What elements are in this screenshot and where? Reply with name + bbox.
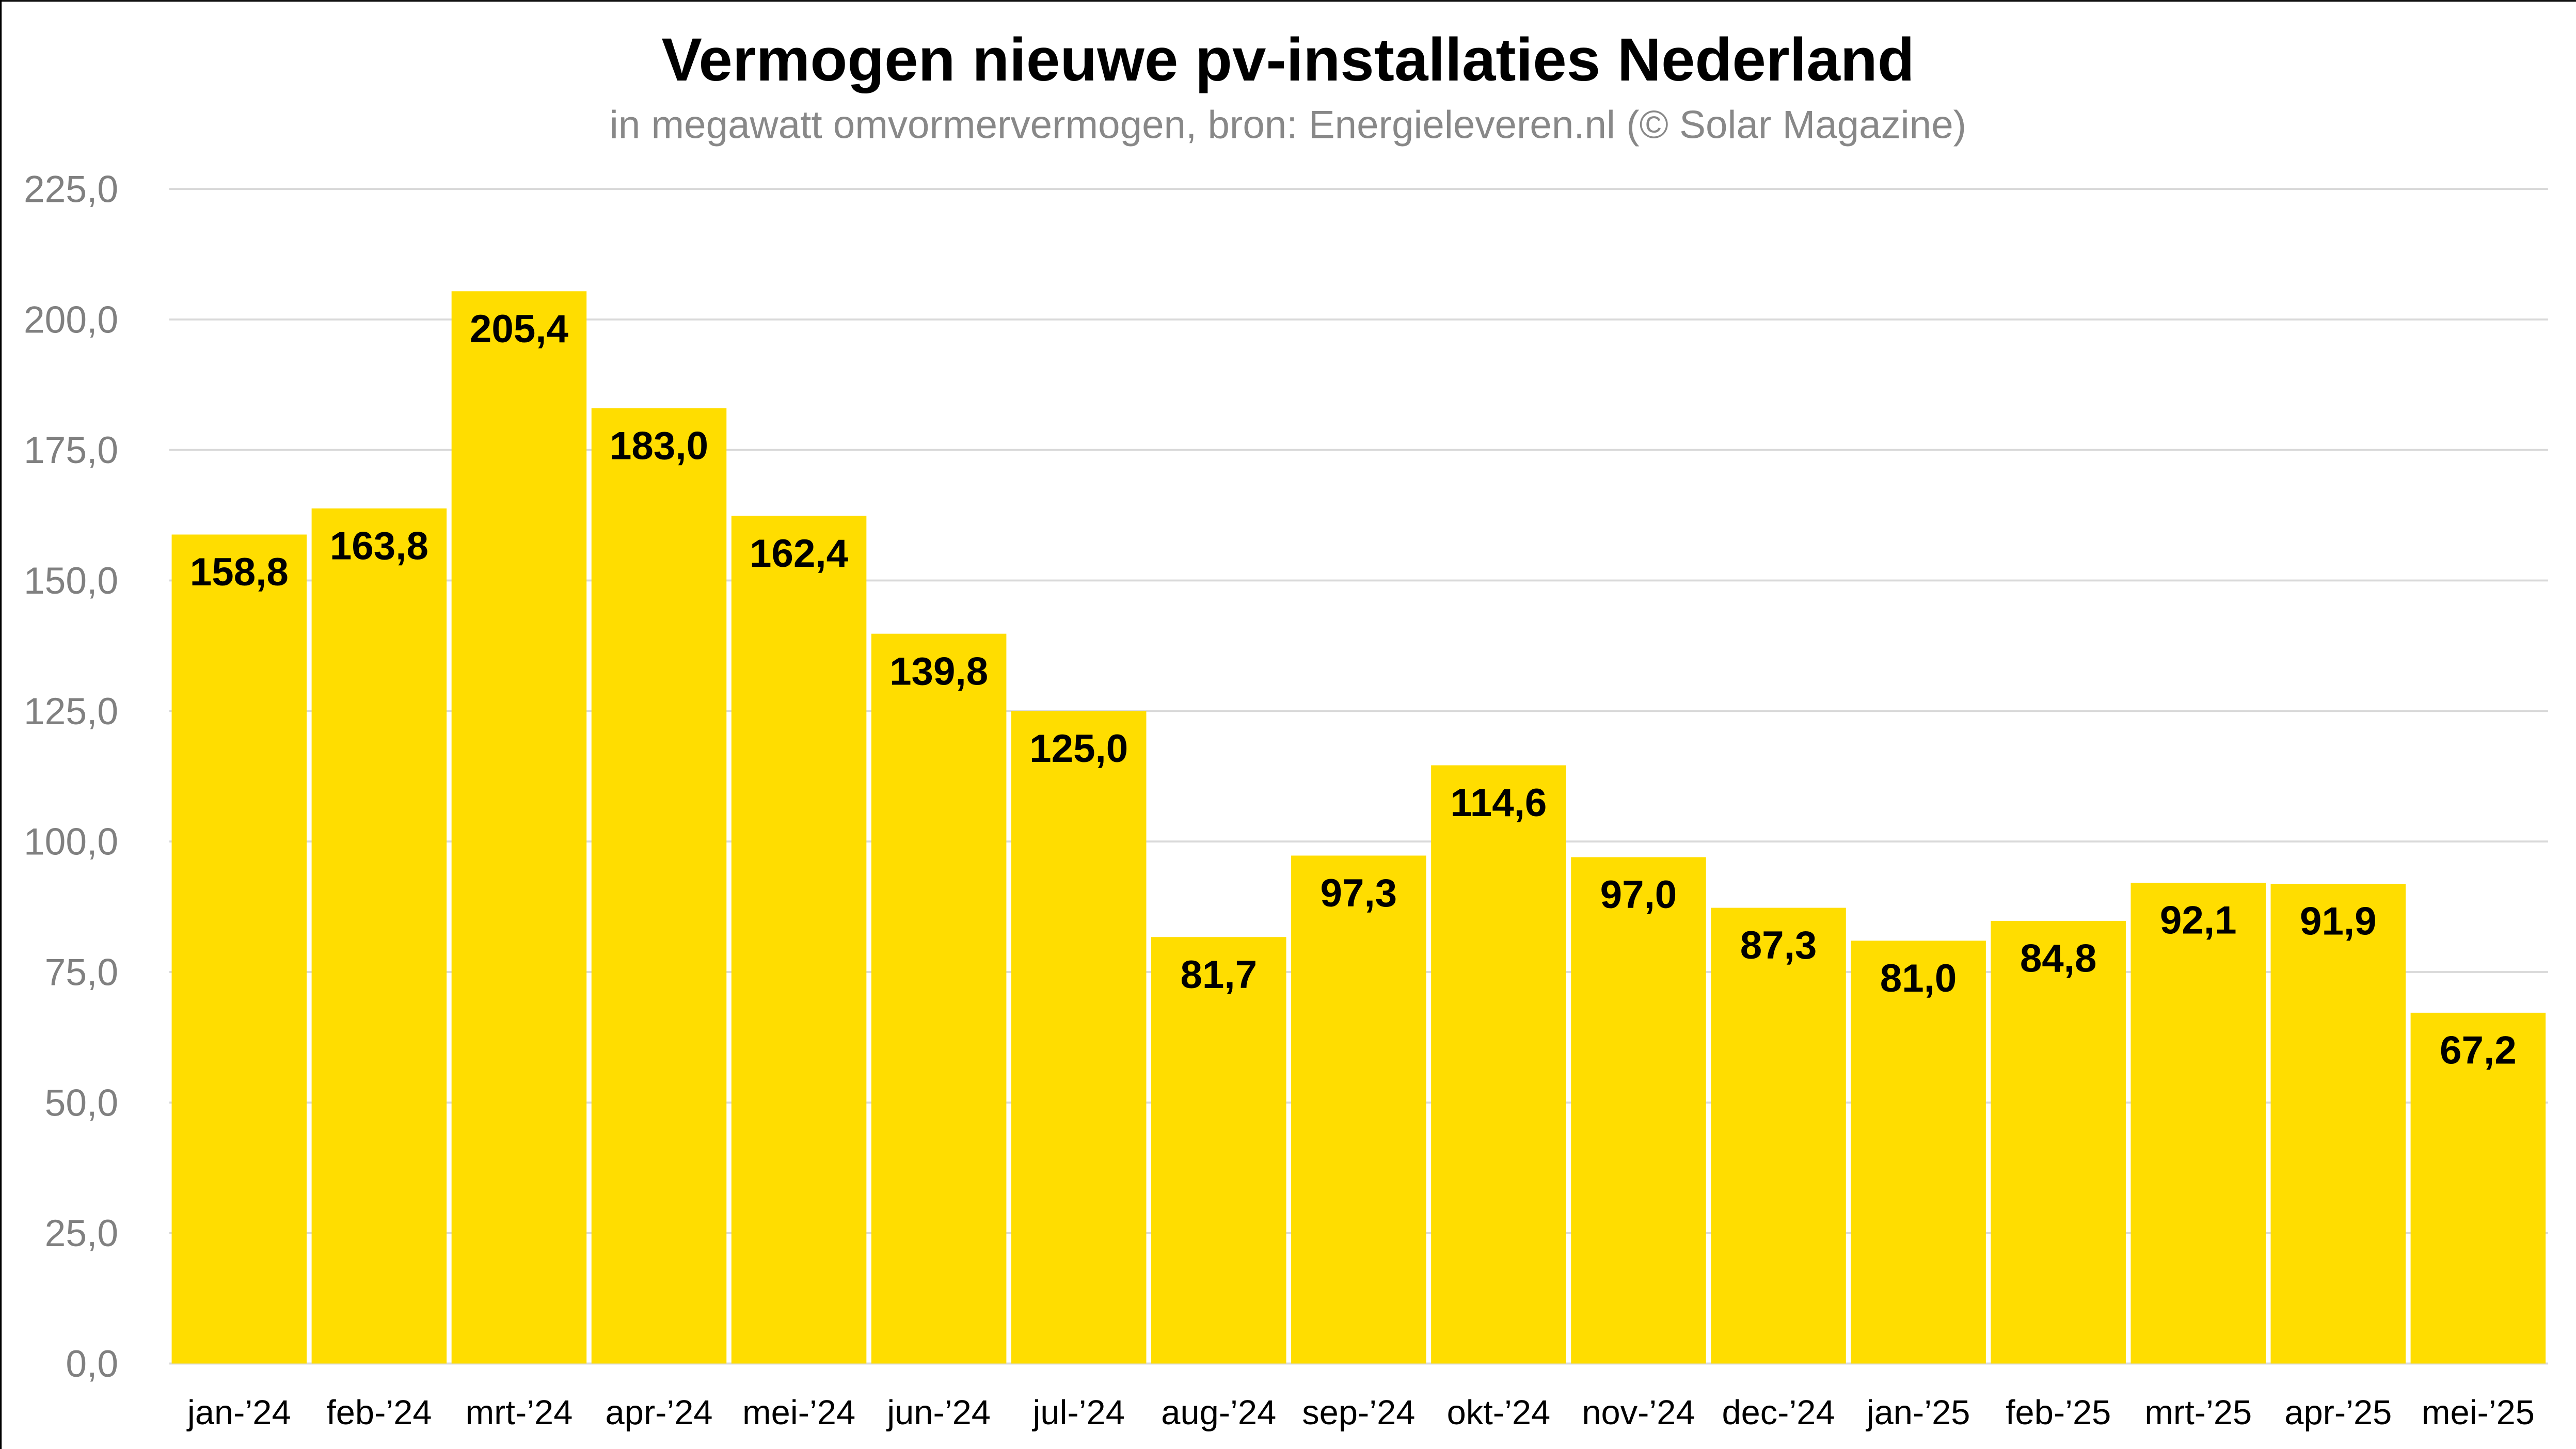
bar: [1991, 920, 2126, 1364]
data-label: 125,0: [1029, 727, 1128, 771]
data-label: 87,3: [1740, 923, 1817, 967]
bar: [171, 534, 307, 1364]
y-tick-label: 150,0: [24, 560, 118, 602]
x-tick-label: jul-’24: [1032, 1394, 1125, 1432]
chart-title: Vermogen nieuwe pv-installaties Nederlan…: [661, 25, 1914, 93]
data-label: 81,7: [1180, 953, 1257, 997]
bar: [2130, 883, 2266, 1364]
x-tick-label: jun-’24: [886, 1394, 991, 1432]
chart-subtitle: in megawatt omvormervermogen, bron: Ener…: [610, 103, 1966, 147]
x-tick-label: apr-’25: [2284, 1394, 2392, 1432]
bar: [591, 408, 727, 1364]
bar: [1011, 711, 1147, 1364]
y-tick-label: 50,0: [45, 1081, 118, 1124]
bar: [1291, 855, 1426, 1364]
data-label: 114,6: [1450, 781, 1547, 825]
x-tick-label: feb-’25: [2006, 1394, 2111, 1432]
x-tick-label: apr-’24: [606, 1394, 713, 1432]
x-tick-label: nov-’24: [1582, 1394, 1695, 1432]
data-label: 97,3: [1321, 871, 1397, 915]
bar: [1711, 907, 1846, 1364]
data-label: 81,0: [1880, 957, 1957, 1000]
bar: [871, 633, 1007, 1364]
bar: [1431, 765, 1566, 1364]
y-tick-label: 75,0: [45, 951, 118, 993]
y-tick-label: 0,0: [66, 1343, 118, 1385]
y-tick-label: 100,0: [24, 821, 118, 863]
bar: [2410, 1012, 2546, 1364]
data-label: 162,4: [750, 532, 849, 576]
data-label: 91,9: [2300, 900, 2377, 944]
data-label: 84,8: [2020, 937, 2097, 981]
y-tick-label: 25,0: [45, 1212, 118, 1254]
data-label: 92,1: [2160, 899, 2237, 943]
bar: [1571, 857, 1706, 1364]
x-tick-label: mei-’24: [742, 1394, 855, 1432]
bar: [1151, 937, 1286, 1364]
data-label: 205,4: [470, 307, 569, 351]
x-tick-label: okt-’24: [1447, 1394, 1551, 1432]
bar: [731, 516, 867, 1364]
x-tick-label: aug-’24: [1161, 1394, 1276, 1432]
x-tick-label: jan-’24: [186, 1394, 291, 1432]
y-tick-label: 125,0: [24, 690, 118, 733]
x-tick-label: mei-’25: [2422, 1394, 2535, 1432]
bar: [2270, 884, 2406, 1364]
y-tick-label: 225,0: [24, 168, 118, 210]
data-label: 163,8: [330, 524, 428, 568]
y-tick-label: 200,0: [24, 298, 118, 341]
data-label: 158,8: [190, 550, 289, 594]
x-tick-label: dec-’24: [1722, 1394, 1835, 1432]
x-tick-label: sep-’24: [1302, 1394, 1415, 1432]
bar: [311, 508, 447, 1364]
bar: [451, 291, 587, 1364]
x-tick-label: mrt-’25: [2144, 1394, 2252, 1432]
data-label: 183,0: [610, 424, 708, 468]
x-tick-label: jan-’25: [1866, 1394, 1970, 1432]
bar: [1851, 941, 1986, 1364]
y-tick-label: 175,0: [24, 429, 118, 471]
x-tick-label: mrt-’24: [465, 1394, 573, 1432]
x-tick-label: feb-’24: [326, 1394, 432, 1432]
data-label: 97,0: [1600, 873, 1677, 917]
data-label: 67,2: [2440, 1029, 2517, 1073]
data-label: 139,8: [889, 649, 988, 693]
